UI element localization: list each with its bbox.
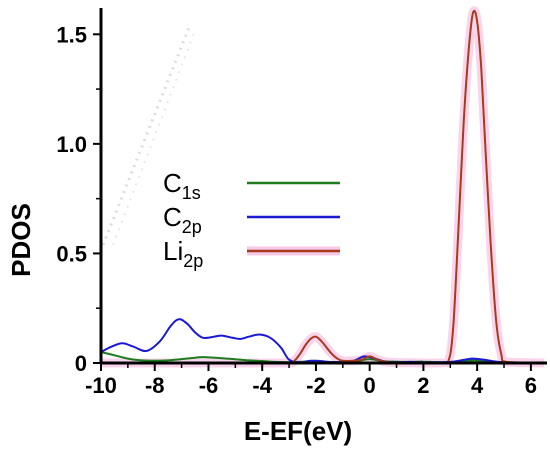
faint-dotted-trace: [101, 24, 197, 246]
legend-label-c1s: C1s: [163, 168, 201, 203]
y-tick-label: 1.0: [56, 132, 87, 157]
x-ticks: -10 -8 -6 -4 -2 0 2 4 6: [85, 363, 537, 398]
x-tick-label: -6: [199, 373, 219, 398]
legend-label-li2p: Li2p: [163, 236, 203, 271]
y-tick-label: 0: [75, 351, 87, 376]
x-tick-label: -4: [252, 373, 272, 398]
y-ticks: 0 0.5 1.0 1.5: [56, 22, 101, 376]
x-tick-label: 4: [471, 373, 484, 398]
x-tick-label: 0: [364, 373, 376, 398]
x-tick-label: 2: [417, 373, 429, 398]
x-axis-title: E-EF(eV): [244, 416, 352, 446]
x-tick-label: -10: [85, 373, 117, 398]
x-tick-label: 6: [525, 373, 537, 398]
x-tick-label: -2: [306, 373, 326, 398]
y-axis-title: PDOS: [6, 203, 36, 277]
x-tick-label: -8: [145, 373, 165, 398]
y-tick-label: 0.5: [56, 241, 87, 266]
y-tick-label: 1.5: [56, 22, 87, 47]
legend-label-c2p: C2p: [163, 202, 202, 237]
